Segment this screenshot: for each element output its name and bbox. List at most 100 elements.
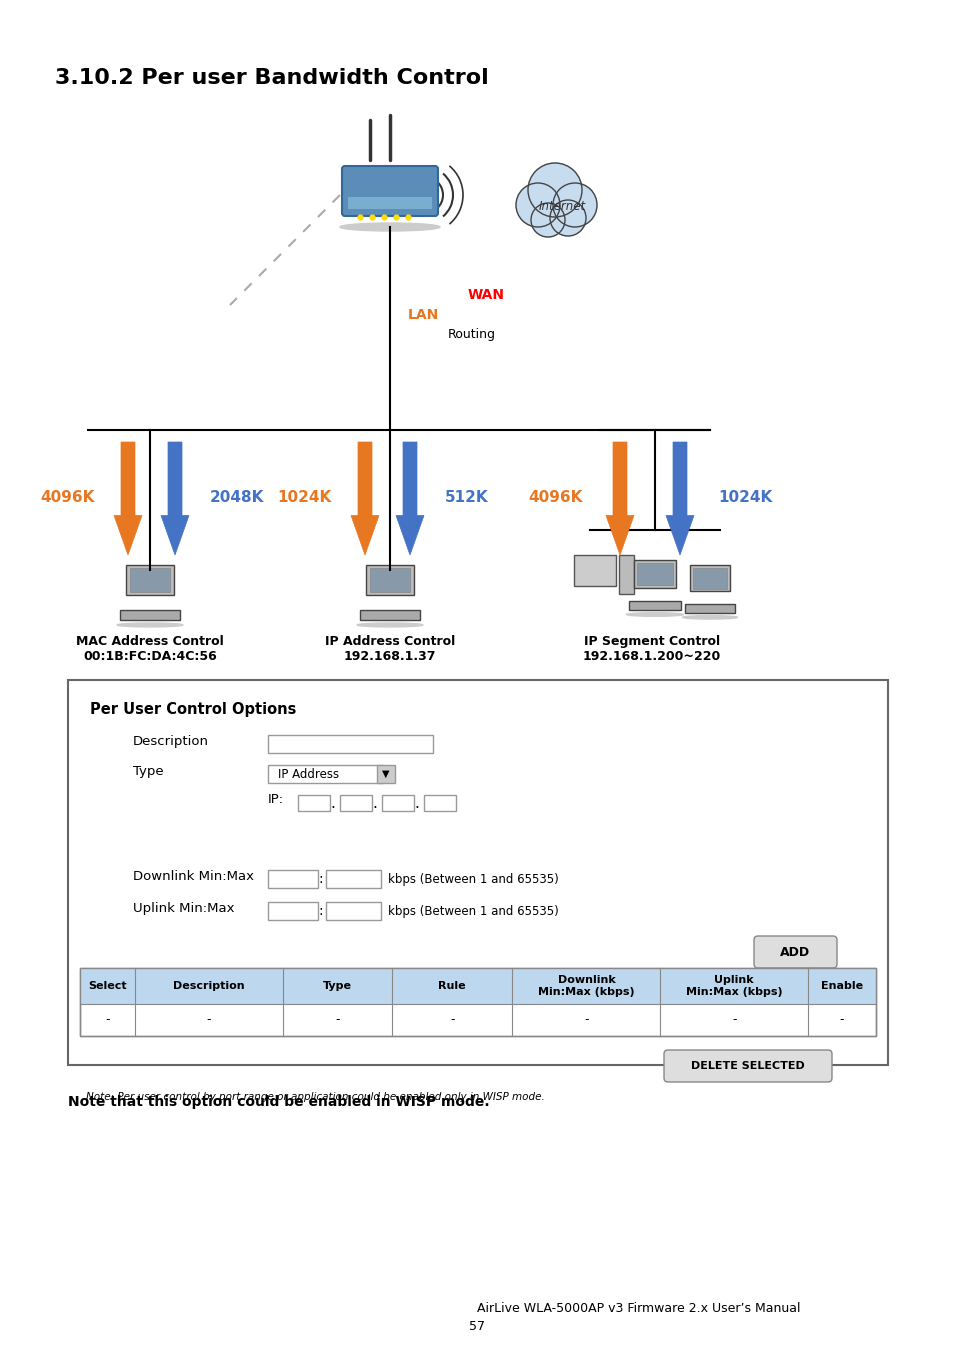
Text: 1024K: 1024K: [277, 490, 332, 505]
FancyBboxPatch shape: [663, 1050, 831, 1081]
Text: Per User Control Options: Per User Control Options: [90, 702, 296, 717]
Text: AirLive WLA-5000AP v3 Firmware 2.x User’s Manual: AirLive WLA-5000AP v3 Firmware 2.x User’…: [476, 1301, 800, 1315]
FancyBboxPatch shape: [120, 610, 180, 620]
Circle shape: [527, 163, 581, 217]
FancyBboxPatch shape: [684, 605, 734, 613]
Text: IP Address Control: IP Address Control: [325, 634, 455, 648]
FancyBboxPatch shape: [618, 555, 634, 594]
Text: -: -: [450, 1014, 454, 1026]
Circle shape: [553, 184, 597, 227]
Text: Description: Description: [172, 981, 244, 991]
Text: 512K: 512K: [444, 490, 488, 505]
FancyBboxPatch shape: [80, 968, 875, 1004]
Text: 00:1B:FC:DA:4C:56: 00:1B:FC:DA:4C:56: [83, 649, 216, 663]
Text: MAC Address Control: MAC Address Control: [76, 634, 224, 648]
Text: -: -: [105, 1014, 110, 1026]
FancyBboxPatch shape: [268, 734, 433, 753]
FancyBboxPatch shape: [692, 567, 726, 589]
Ellipse shape: [681, 616, 737, 620]
FancyBboxPatch shape: [297, 795, 330, 811]
Text: Rule: Rule: [438, 981, 466, 991]
Ellipse shape: [117, 622, 183, 626]
Text: 192.168.1.37: 192.168.1.37: [343, 649, 436, 663]
Polygon shape: [605, 441, 634, 555]
Text: DELETE SELECTED: DELETE SELECTED: [690, 1061, 804, 1071]
Text: Note that this option could be enabled in WISP mode.: Note that this option could be enabled i…: [68, 1095, 489, 1108]
Text: Internet: Internet: [537, 201, 585, 213]
Text: Select: Select: [88, 981, 127, 991]
Text: IP Address: IP Address: [277, 768, 338, 780]
Text: Note: Per user control by port range or application could be enabled only in WIS: Note: Per user control by port range or …: [86, 1092, 544, 1102]
Ellipse shape: [356, 622, 422, 626]
Circle shape: [516, 184, 559, 227]
Text: Downlink
Min:Max (kbps): Downlink Min:Max (kbps): [537, 975, 634, 996]
FancyBboxPatch shape: [423, 795, 456, 811]
Text: :: :: [318, 872, 323, 886]
Text: :: :: [318, 904, 323, 918]
FancyBboxPatch shape: [753, 936, 836, 968]
Text: Uplink Min:Max: Uplink Min:Max: [132, 902, 234, 915]
Text: .: .: [331, 795, 335, 810]
Text: Routing: Routing: [448, 328, 496, 342]
FancyBboxPatch shape: [574, 555, 615, 586]
Polygon shape: [665, 441, 693, 555]
Text: Enable: Enable: [821, 981, 862, 991]
Text: -: -: [839, 1014, 843, 1026]
FancyBboxPatch shape: [268, 869, 317, 888]
Text: 4096K: 4096K: [528, 490, 582, 505]
Text: 4096K: 4096K: [41, 490, 95, 505]
Text: -: -: [206, 1014, 211, 1026]
FancyBboxPatch shape: [268, 902, 317, 919]
Text: kbps (Between 1 and 65535): kbps (Between 1 and 65535): [388, 872, 558, 886]
FancyBboxPatch shape: [628, 601, 680, 610]
FancyBboxPatch shape: [348, 197, 432, 209]
FancyBboxPatch shape: [369, 568, 410, 593]
FancyBboxPatch shape: [326, 902, 380, 919]
FancyBboxPatch shape: [339, 795, 372, 811]
Polygon shape: [113, 441, 142, 555]
Text: Uplink
Min:Max (kbps): Uplink Min:Max (kbps): [685, 975, 781, 996]
Ellipse shape: [339, 223, 439, 231]
FancyBboxPatch shape: [376, 765, 395, 783]
FancyBboxPatch shape: [689, 566, 729, 591]
FancyBboxPatch shape: [381, 795, 414, 811]
Polygon shape: [395, 441, 423, 555]
FancyBboxPatch shape: [637, 563, 672, 585]
Text: Downlink Min:Max: Downlink Min:Max: [132, 869, 253, 883]
Text: IP:: IP:: [268, 792, 284, 806]
Text: Type: Type: [132, 765, 164, 778]
Polygon shape: [351, 441, 378, 555]
Text: 2048K: 2048K: [210, 490, 264, 505]
Text: Type: Type: [322, 981, 352, 991]
Text: 3.10.2 Per user Bandwidth Control: 3.10.2 Per user Bandwidth Control: [55, 68, 488, 88]
Text: LAN: LAN: [408, 308, 438, 323]
Text: 1024K: 1024K: [718, 490, 771, 505]
FancyBboxPatch shape: [268, 765, 382, 783]
Text: -: -: [731, 1014, 736, 1026]
FancyBboxPatch shape: [80, 968, 875, 1035]
Text: Description: Description: [132, 734, 209, 748]
FancyBboxPatch shape: [326, 869, 380, 888]
FancyBboxPatch shape: [341, 166, 437, 216]
Text: .: .: [373, 795, 377, 810]
Polygon shape: [161, 441, 189, 555]
FancyBboxPatch shape: [634, 560, 675, 587]
Circle shape: [531, 202, 564, 238]
Text: -: -: [335, 1014, 339, 1026]
Text: kbps (Between 1 and 65535): kbps (Between 1 and 65535): [388, 904, 558, 918]
Text: ▼: ▼: [382, 769, 390, 779]
FancyBboxPatch shape: [68, 680, 887, 1065]
FancyBboxPatch shape: [366, 566, 414, 595]
Text: IP Segment Control: IP Segment Control: [583, 634, 720, 648]
FancyBboxPatch shape: [359, 610, 419, 620]
Ellipse shape: [626, 613, 683, 617]
Text: -: -: [583, 1014, 588, 1026]
Circle shape: [550, 200, 585, 236]
Text: ADD: ADD: [780, 945, 809, 958]
Text: 192.168.1.200~220: 192.168.1.200~220: [582, 649, 720, 663]
FancyBboxPatch shape: [130, 568, 171, 593]
Text: .: .: [415, 795, 419, 810]
Text: WAN: WAN: [468, 288, 504, 302]
FancyBboxPatch shape: [126, 566, 173, 595]
Text: 57: 57: [469, 1320, 484, 1332]
